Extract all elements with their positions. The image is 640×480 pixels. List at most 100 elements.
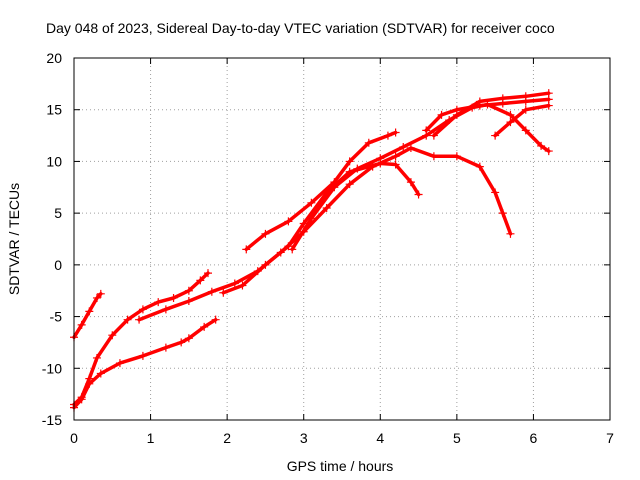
x-tick-label: 0 [70,430,78,446]
series-line [493,103,551,138]
x-tick-label: 5 [453,430,461,446]
y-tick-label: 20 [46,50,62,66]
plot-frame [73,57,611,421]
data-point [391,152,400,161]
data-point [307,198,316,207]
data-point [498,99,507,108]
data-point [135,315,144,324]
data-point [196,276,205,285]
data-point [219,288,228,297]
y-tick-label: 10 [46,153,62,169]
data-point [238,281,247,290]
x-tick-labels: 0 1 2 3 4 5 6 7 [70,430,614,446]
data-point [475,101,484,110]
data-point [242,245,251,254]
data-point [353,164,362,173]
y-tick-label: 0 [54,257,62,273]
series-arc-5 [242,128,400,254]
data-point [154,298,163,307]
y-axis-label: SDTVAR / TECUs [6,183,22,295]
data-point [414,190,423,199]
data-point [284,217,293,226]
series-line [290,102,551,252]
data-point [452,105,461,114]
data-point [123,315,132,324]
data-series [70,89,553,412]
series-arc-9 [491,101,553,140]
data-point [115,359,124,368]
data-point [85,307,94,316]
data-point [138,351,147,360]
data-point [204,269,212,278]
data-point [544,95,553,104]
data-point [200,322,209,331]
chart-title: Day 048 of 2023, Sidereal Day-to-day VTE… [46,20,555,36]
data-point [207,287,216,296]
y-tick-label: -5 [50,309,63,325]
y-tick-label: -10 [42,360,62,376]
data-point [169,293,178,302]
data-point [506,118,515,127]
y-tick-label: -15 [42,412,62,428]
data-point [475,162,484,171]
data-point [521,126,530,135]
data-point [92,293,101,302]
data-point [491,188,500,197]
data-point [406,143,415,152]
data-point [422,126,431,135]
data-point [261,260,270,269]
data-point [506,229,515,238]
data-point [92,353,101,362]
data-point [521,97,530,106]
x-tick-label: 1 [147,430,155,446]
data-point [96,369,105,378]
y-tick-label: 5 [54,205,62,221]
y-tick-labels: -15 -10 -5 0 5 10 15 20 [42,50,62,428]
x-tick-label: 4 [376,430,384,446]
x-tick-label: 3 [300,430,308,446]
series-line [72,271,210,407]
grid [74,58,610,420]
data-point [521,105,530,114]
data-point [391,128,400,137]
data-point [429,152,438,161]
y-tick-label: 15 [46,102,62,118]
data-point [307,214,316,223]
data-point [161,343,170,352]
data-point [261,229,270,238]
data-point [491,131,500,140]
data-point [437,110,446,119]
data-point [184,297,193,306]
data-point [77,395,86,404]
x-tick-label: 2 [223,430,231,446]
data-point [452,152,461,161]
data-point [108,331,117,340]
data-point [161,305,170,314]
data-point [77,320,86,329]
data-point [96,289,105,298]
x-axis-label: GPS time / hours [287,458,394,474]
x-tick-label: 6 [530,430,538,446]
data-point [288,245,297,254]
data-point [85,379,94,388]
series-arc-2 [70,269,212,409]
series-arc-1 [70,289,105,342]
data-point [506,110,515,119]
data-point [345,157,354,166]
data-point [230,279,239,288]
data-point [391,160,400,169]
data-point [184,286,193,295]
data-point [498,209,507,218]
data-point [429,131,438,140]
data-point [211,315,220,324]
data-point [364,138,373,147]
data-point [330,183,339,192]
axis-ticks [73,57,611,421]
data-point [322,203,331,212]
x-tick-label: 7 [606,430,614,446]
data-point [406,178,415,187]
data-point [177,338,186,347]
data-point [184,334,193,343]
